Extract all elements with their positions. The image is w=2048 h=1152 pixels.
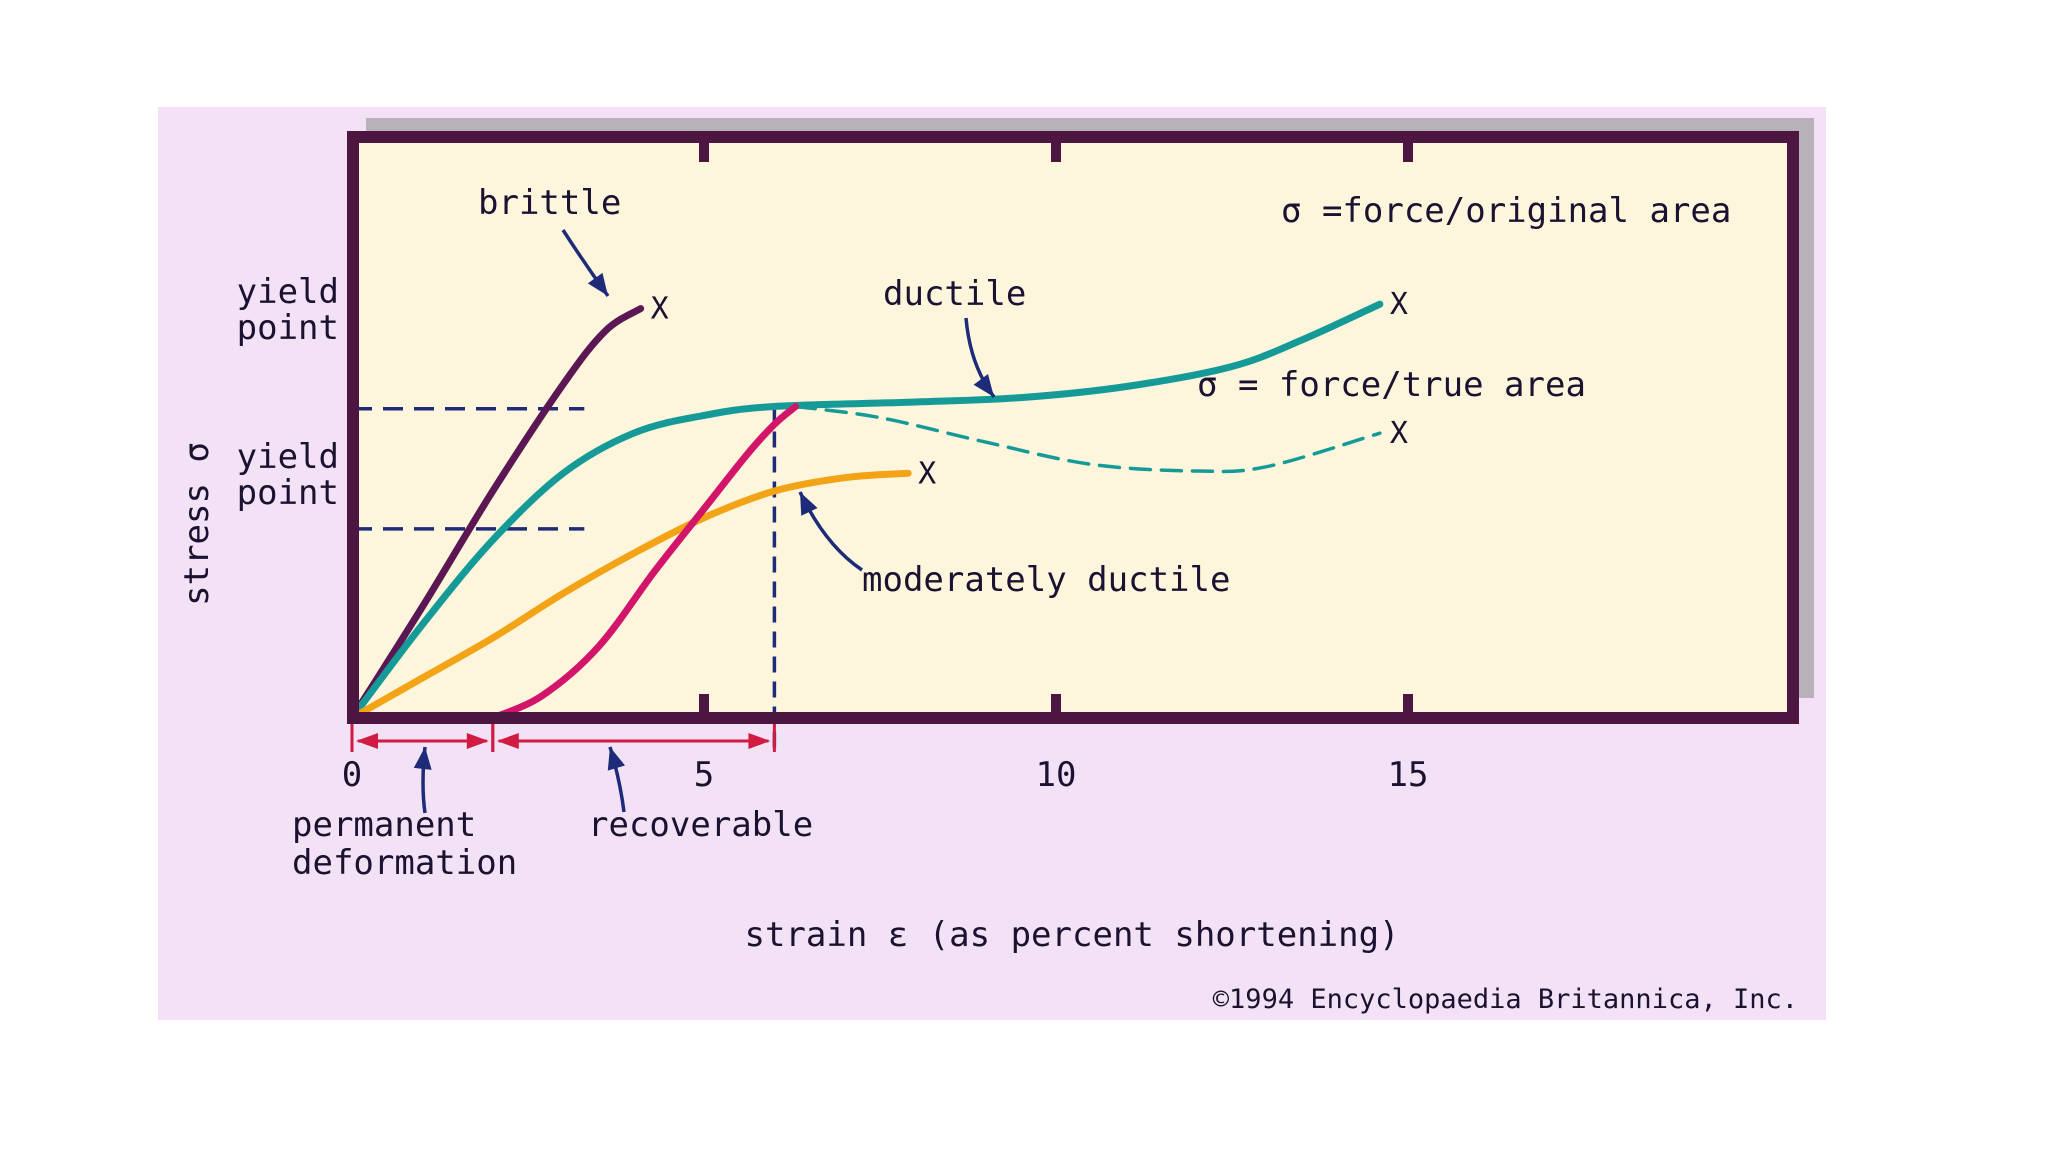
yield-point-upper-line1: yield: [237, 272, 339, 312]
arrow-moderately-ductile-head: [800, 492, 818, 516]
series-curve-3: [348, 469, 912, 722]
plot-area: [353, 137, 1793, 718]
axis-ticks: [699, 137, 1413, 718]
arrow-ductile-head: [973, 374, 994, 397]
end-marker-2: X: [1390, 416, 1408, 451]
range-arrowhead-right-1: [748, 733, 771, 749]
series-curve-2: [793, 404, 1382, 474]
x-axis-label: strain ε (as percent shortening): [744, 915, 1399, 955]
annotation-original-area: σ =force/original area: [1281, 191, 1731, 231]
arrow-brittle-head: [587, 272, 608, 296]
series-curve-0: [348, 305, 645, 722]
range-label-permanent-line1: permanent: [292, 805, 476, 845]
annotation-brittle: brittle: [478, 183, 621, 223]
arrow-permanent-deformation-head: [413, 747, 432, 770]
range-arrowhead-left-0: [356, 733, 378, 749]
series-curve-4: [489, 403, 800, 722]
yield-point-lower-line2: point: [237, 473, 339, 513]
copyright-text: ©1994 Encyclopaedia Britannica, Inc.: [1213, 984, 1798, 1015]
plot-frame: [347, 131, 1799, 724]
x-tick-label-0: 0: [342, 755, 362, 795]
x-tick-label-15: 15: [1388, 755, 1429, 795]
x-tick-label-5: 5: [694, 755, 714, 795]
range-arrowhead-right-0: [466, 733, 489, 749]
end-marker-1: X: [1390, 287, 1408, 322]
series-layer: [348, 300, 1384, 722]
annotation-true-area: σ = force/true area: [1197, 365, 1586, 405]
end-marker-3: X: [918, 456, 936, 491]
arrow-recoverable-head: [607, 747, 625, 771]
range-label-recoverable: recoverable: [588, 805, 813, 845]
range-label-permanent-line2: deformation: [292, 843, 517, 883]
strain-ranges: [350, 724, 776, 752]
annotation-moderately-ductile: moderately ductile: [862, 560, 1230, 600]
range-arrowhead-left-1: [496, 733, 519, 749]
yield-point-lower-line1: yield: [237, 437, 339, 477]
series-curve-1: [348, 300, 1384, 722]
x-tick-label-10: 10: [1036, 755, 1077, 795]
end-markers: X X X X: [651, 287, 1408, 491]
annotation-ductile: ductile: [883, 274, 1026, 314]
end-marker-0: X: [651, 292, 669, 327]
annotation-arrows: [413, 229, 996, 814]
yield-point-upper-line2: point: [237, 308, 339, 348]
y-axis-label: stress σ: [177, 442, 217, 606]
